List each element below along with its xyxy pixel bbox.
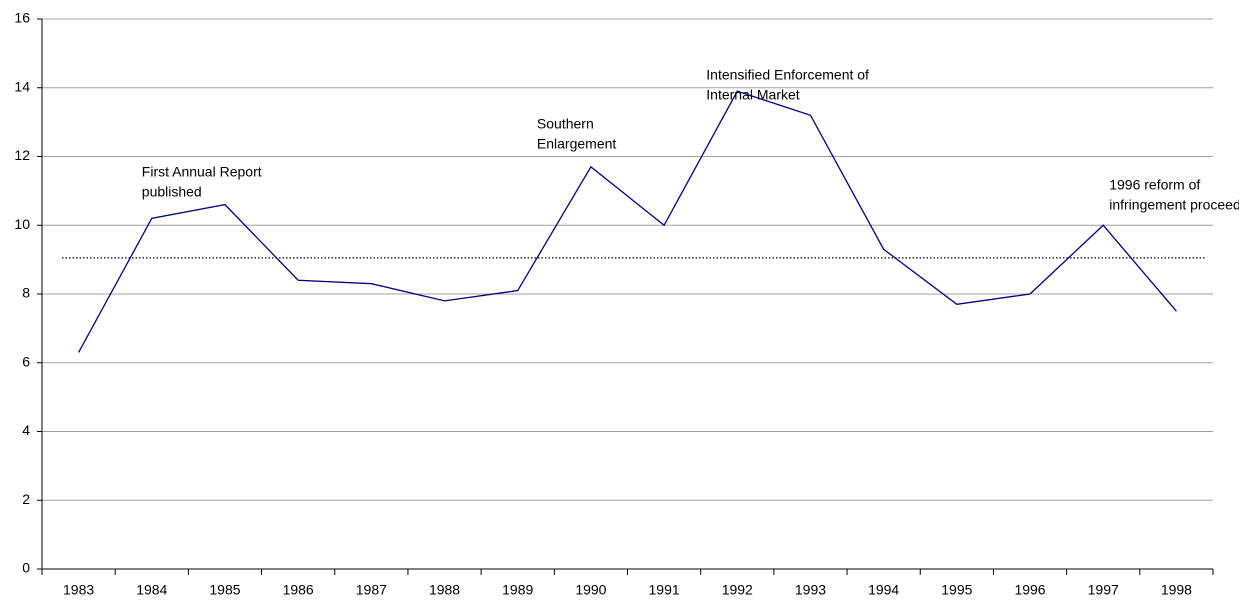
annotation: infringement proceedings (1109, 197, 1239, 213)
y-tick-label: 2 (22, 491, 30, 507)
annotation: Internal Market (706, 87, 799, 103)
x-tick-label: 1984 (136, 582, 167, 598)
annotation: Enlargement (537, 136, 616, 152)
annotation: published (142, 184, 202, 200)
x-tick-label: 1983 (63, 582, 94, 598)
x-tick-label: 1985 (209, 582, 240, 598)
x-tick-label: 1996 (1014, 582, 1045, 598)
x-tick-label: 1989 (502, 582, 533, 598)
x-tick-label: 1987 (356, 582, 387, 598)
y-tick-label: 16 (14, 10, 30, 26)
x-tick-label: 1992 (722, 582, 753, 598)
x-tick-label: 1997 (1088, 582, 1119, 598)
x-tick-label: 1991 (649, 582, 680, 598)
y-tick-label: 10 (14, 216, 30, 232)
y-tick-label: 12 (14, 147, 30, 163)
x-tick-label: 1990 (575, 582, 606, 598)
annotation: 1996 reform of (1109, 177, 1200, 193)
y-tick-label: 6 (22, 353, 30, 369)
y-tick-label: 14 (14, 78, 30, 94)
x-tick-label: 1986 (283, 582, 314, 598)
annotation: Southern (537, 116, 594, 132)
x-tick-label: 1995 (941, 582, 972, 598)
y-tick-label: 8 (22, 285, 30, 301)
y-tick-label: 0 (22, 560, 30, 576)
x-tick-label: 1998 (1161, 582, 1192, 598)
data-line (78, 90, 1177, 353)
y-tick-label: 4 (22, 422, 30, 438)
x-tick-label: 1988 (429, 582, 460, 598)
annotation: First Annual Report (142, 164, 262, 180)
x-tick-label: 1994 (868, 582, 899, 598)
annotation: Intensified Enforcement of (706, 67, 869, 83)
x-tick-label: 1993 (795, 582, 826, 598)
